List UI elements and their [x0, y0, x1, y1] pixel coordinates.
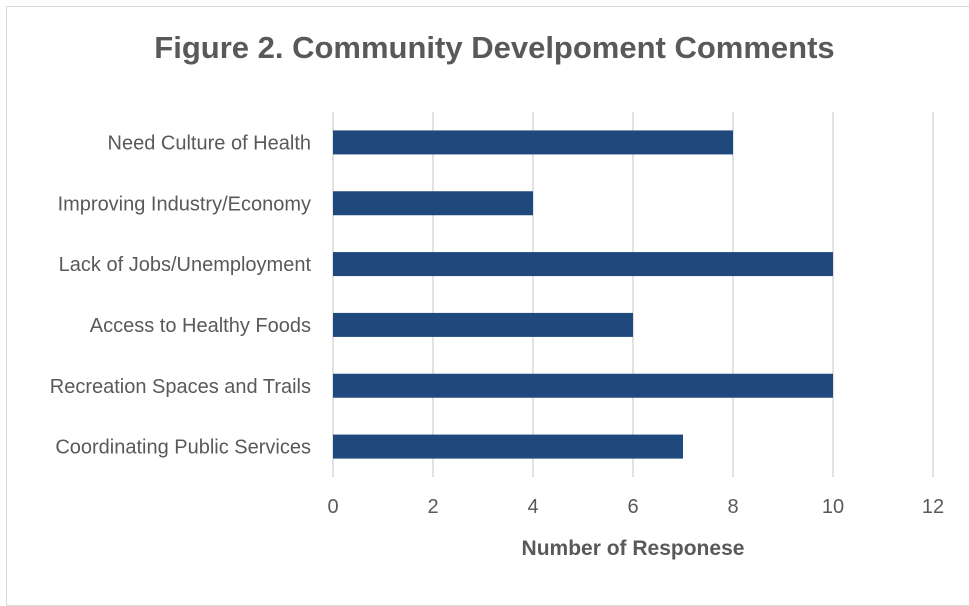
x-tick-label: 8 — [727, 496, 738, 518]
x-tick-label: 2 — [427, 496, 438, 518]
chart-title: Figure 2. Community Develpoment Comments — [154, 30, 835, 65]
x-tick-label: 0 — [327, 496, 338, 518]
bar — [333, 191, 533, 216]
x-tick-labels: 0 2 4 6 8 10 12 — [327, 496, 944, 518]
category-label: Recreation Spaces and Trails — [50, 376, 311, 398]
bars — [333, 130, 833, 459]
chart-frame — [6, 6, 969, 606]
category-label: Coordinating Public Services — [55, 437, 311, 459]
category-label: Need Culture of Health — [108, 132, 311, 154]
bar — [333, 434, 683, 459]
bar — [333, 252, 833, 277]
x-tick-label: 6 — [627, 496, 638, 518]
category-label: Improving Industry/Economy — [58, 193, 311, 215]
category-labels: Need Culture of Health Improving Industry… — [50, 132, 312, 458]
category-label: Lack of Jobs/Unemployment — [59, 254, 312, 276]
bar — [333, 312, 633, 337]
x-tick-label: 10 — [822, 496, 844, 518]
bar — [333, 130, 733, 155]
x-tick-label: 12 — [922, 496, 944, 518]
x-tick-label: 4 — [527, 496, 538, 518]
x-axis-title: Number of Responese — [522, 537, 745, 560]
bar — [333, 373, 833, 398]
category-label: Access to Healthy Foods — [90, 315, 311, 337]
grid-lines — [332, 112, 934, 477]
